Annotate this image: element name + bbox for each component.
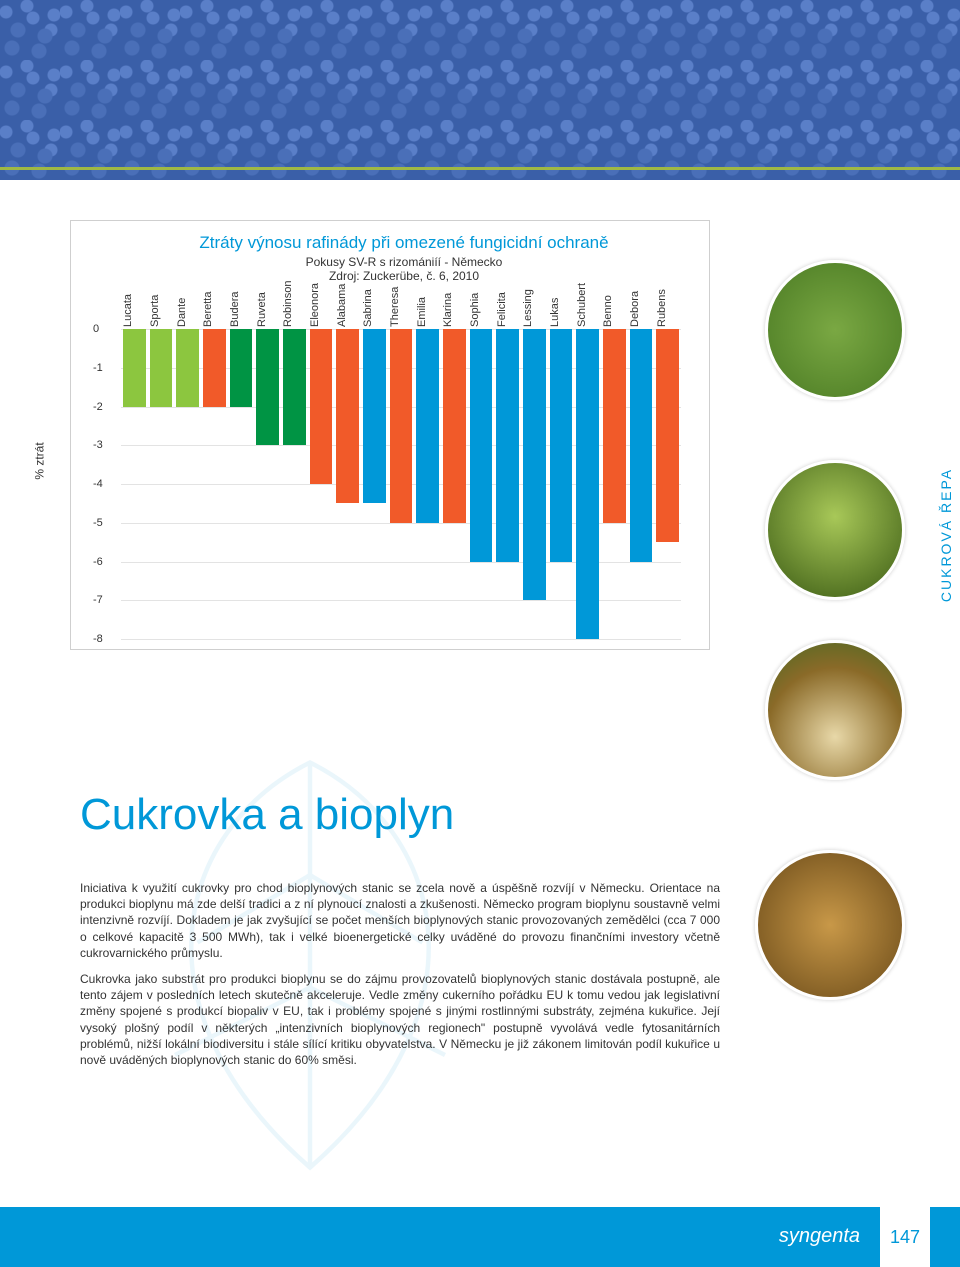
- bar-slot: Lessing: [521, 329, 548, 639]
- bar: [203, 329, 226, 407]
- paragraph-2: Cukrovka jako substrát pro produkci biop…: [80, 971, 720, 1068]
- bar-slot: Beretta: [201, 329, 228, 639]
- bar-slot: Alabama: [334, 329, 361, 639]
- bar: [416, 329, 439, 523]
- chart-bars: LucataSportaDanteBerettaBuderaRuvetaRobi…: [121, 329, 681, 639]
- chart-gridline: [121, 639, 681, 640]
- bar: [443, 329, 466, 523]
- bar-label: Lessing: [522, 289, 534, 327]
- crop-photo-biomass: [755, 850, 905, 1000]
- chart-y-tick: -1: [93, 362, 103, 374]
- bar-label: Benno: [602, 295, 614, 327]
- bar: [256, 329, 279, 445]
- bar-label: Schubert: [576, 283, 588, 327]
- bar-slot: Rubens: [654, 329, 681, 639]
- bar-label: Theresa: [389, 287, 401, 327]
- bar-label: Alabama: [336, 284, 348, 327]
- bar-slot: Budera: [228, 329, 255, 639]
- bar-slot: Theresa: [388, 329, 415, 639]
- side-tab-label: CUKROVÁ ŘEPA: [938, 468, 954, 602]
- bar: [150, 329, 173, 407]
- bar-slot: Lukas: [548, 329, 575, 639]
- bar-slot: Sporta: [148, 329, 175, 639]
- bar-slot: Lucata: [121, 329, 148, 639]
- bar: [230, 329, 253, 407]
- chart-y-tick: -7: [93, 594, 103, 606]
- chart-y-axis-label: % ztrát: [33, 442, 47, 479]
- bar-slot: Benno: [601, 329, 628, 639]
- chart-y-tick: -5: [93, 517, 103, 529]
- bar-label: Emilia: [416, 297, 428, 327]
- bar: [630, 329, 653, 562]
- bar: [390, 329, 413, 523]
- chart-subtitle-1: Pokusy SV-R s rizomániíí - Německo: [111, 255, 697, 269]
- bar-label: Sophia: [469, 293, 481, 327]
- chart-y-tick: -4: [93, 478, 103, 490]
- bar: [310, 329, 333, 484]
- bar-slot: Dante: [174, 329, 201, 639]
- bar: [176, 329, 199, 407]
- chart-y-tick: -3: [93, 439, 103, 451]
- bar-label: Budera: [229, 292, 241, 327]
- chart-y-tick: 0: [93, 323, 99, 335]
- bar-slot: Klarina: [441, 329, 468, 639]
- body-text: Iniciativa k využití cukrovky pro chod b…: [80, 880, 720, 1078]
- footer-page-number: 147: [880, 1207, 930, 1267]
- bar-slot: Ruveta: [254, 329, 281, 639]
- section-title: Cukrovka a bioplyn: [80, 790, 454, 840]
- chart-y-tick: -2: [93, 401, 103, 413]
- bar-slot: Felicita: [494, 329, 521, 639]
- paragraph-1: Iniciativa k využití cukrovky pro chod b…: [80, 880, 720, 961]
- crop-photo-leaves: [765, 460, 905, 600]
- bar: [496, 329, 519, 562]
- bar-label: Dante: [176, 298, 188, 327]
- bar-slot: Sabrina: [361, 329, 388, 639]
- crop-photo-field: [765, 260, 905, 400]
- bar-slot: Sophia: [468, 329, 495, 639]
- yield-loss-chart: Ztráty výnosu rafinády při omezené fungi…: [70, 220, 710, 650]
- bar-label: Robinson: [282, 281, 294, 327]
- bar-label: Klarina: [442, 293, 454, 327]
- bar: [603, 329, 626, 523]
- bar: [656, 329, 679, 542]
- bar: [576, 329, 599, 639]
- chart-y-tick: -8: [93, 633, 103, 645]
- crop-photo-beet: [765, 640, 905, 780]
- chart-y-tick: -6: [93, 556, 103, 568]
- bar-label: Sporta: [149, 295, 161, 327]
- bar-label: Eleonora: [309, 283, 321, 327]
- bar-label: Debora: [629, 291, 641, 327]
- side-tab: CUKROVÁ ŘEPA: [932, 460, 960, 610]
- bar: [550, 329, 573, 562]
- footer: syngenta 147: [0, 1207, 960, 1267]
- footer-logo: syngenta: [779, 1225, 860, 1248]
- bar-slot: Eleonora: [308, 329, 335, 639]
- header-photo-band: [0, 0, 960, 180]
- bar-label: Lukas: [549, 298, 561, 327]
- bar-slot: Emilia: [414, 329, 441, 639]
- bar: [363, 329, 386, 503]
- bar-label: Felicita: [496, 292, 508, 327]
- bar-label: Lucata: [122, 294, 134, 327]
- bar-label: Beretta: [202, 292, 214, 327]
- bar: [470, 329, 493, 562]
- bar-label: Rubens: [656, 289, 668, 327]
- chart-subtitle-2: Zdroj: Zuckerübe, č. 6, 2010: [111, 269, 697, 283]
- bar: [336, 329, 359, 503]
- bar-slot: Schubert: [574, 329, 601, 639]
- bar-label: Ruveta: [256, 292, 268, 327]
- chart-plot-area: 0-1-2-3-4-5-6-7-8LucataSportaDanteBerett…: [121, 329, 681, 639]
- bar-slot: Robinson: [281, 329, 308, 639]
- bar: [283, 329, 306, 445]
- bar: [523, 329, 546, 600]
- bar: [123, 329, 146, 407]
- chart-title: Ztráty výnosu rafinády při omezené fungi…: [111, 233, 697, 253]
- bar-label: Sabrina: [362, 289, 374, 327]
- bar-slot: Debora: [628, 329, 655, 639]
